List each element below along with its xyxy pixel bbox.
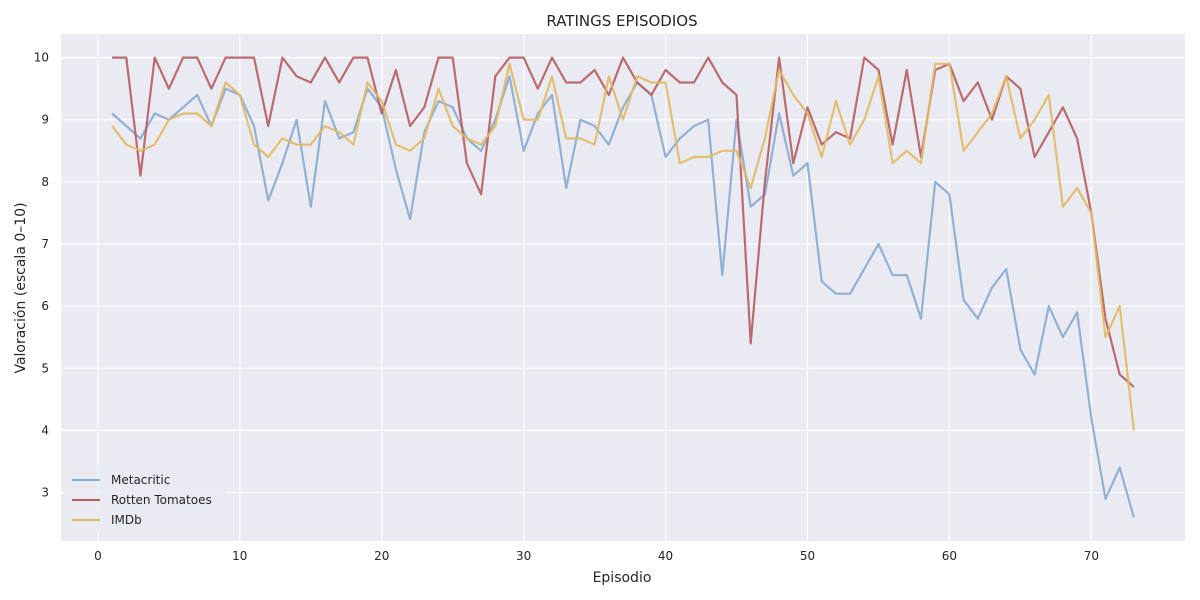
y-tick-label: 7 xyxy=(41,237,49,251)
y-tick-label: 8 xyxy=(41,175,49,189)
legend-label-metacritic: Metacritic xyxy=(111,473,170,487)
x-tick-label: 70 xyxy=(1084,549,1099,563)
y-axis-title: Valoración (escala 0–10) xyxy=(13,202,29,373)
y-tick-label: 6 xyxy=(41,299,49,313)
series-line-metacritic xyxy=(111,75,1135,518)
x-tick-label: 30 xyxy=(516,549,531,563)
x-tick-label: 0 xyxy=(94,549,102,563)
series-line-imdb xyxy=(111,62,1135,431)
legend-label-imdb: IMDb xyxy=(111,513,142,527)
y-tick-label: 5 xyxy=(41,361,49,375)
x-tick-label: 60 xyxy=(942,549,957,563)
y-tick-label: 3 xyxy=(41,486,49,500)
y-tick-label: 10 xyxy=(34,51,49,65)
y-tick-label: 4 xyxy=(41,423,49,437)
y-axis-ticks: 3 4 5 6 7 8 9 10 xyxy=(34,51,49,500)
x-tick-label: 10 xyxy=(232,549,247,563)
legend-box xyxy=(64,464,226,532)
data-series xyxy=(111,56,1135,518)
x-tick-label: 50 xyxy=(800,549,815,563)
legend-label-rotten-tomatoes: Rotten Tomatoes xyxy=(111,493,212,507)
y-tick-label: 9 xyxy=(41,113,49,127)
chart-title: RATINGS EPISODIOS xyxy=(546,12,697,30)
x-tick-label: 40 xyxy=(658,549,673,563)
series-line-rotten-tomatoes xyxy=(112,56,1135,388)
x-axis-title: Episodio xyxy=(593,570,652,586)
x-tick-label: 20 xyxy=(374,549,389,563)
legend: Metacritic Rotten Tomatoes IMDb xyxy=(64,464,226,532)
x-axis-ticks: 0 10 20 30 40 50 60 70 xyxy=(94,549,1099,563)
